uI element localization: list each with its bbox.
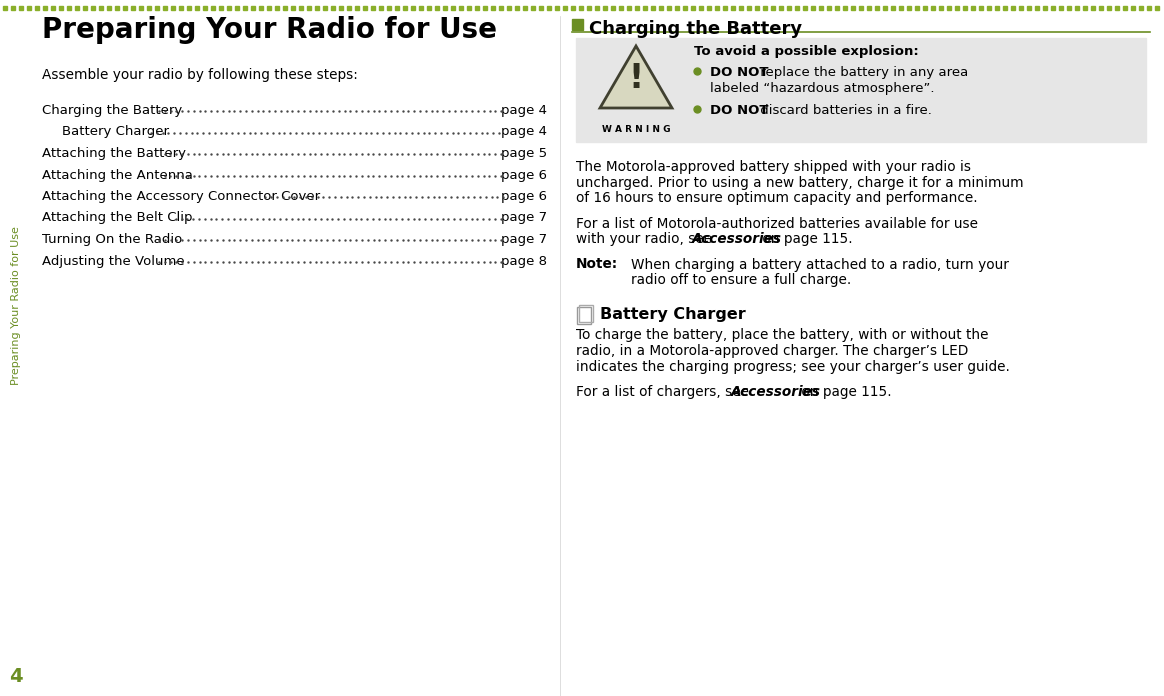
Bar <box>0 0 31 696</box>
Text: page 7: page 7 <box>501 233 547 246</box>
Bar <box>579 305 592 322</box>
Text: !: ! <box>629 62 644 95</box>
Text: Attaching the Battery: Attaching the Battery <box>42 147 186 160</box>
Text: with your radio, see: with your radio, see <box>576 232 717 246</box>
Text: For a list of Motorola-authorized batteries available for use: For a list of Motorola-authorized batter… <box>576 216 978 230</box>
Polygon shape <box>599 46 672 108</box>
Text: Note:: Note: <box>576 258 618 271</box>
Text: Battery Charger: Battery Charger <box>599 306 746 322</box>
Text: Accessories: Accessories <box>731 385 821 399</box>
Text: indicates the charging progress; see your charger’s user guide.: indicates the charging progress; see you… <box>576 360 1010 374</box>
Text: Attaching the Belt Clip: Attaching the Belt Clip <box>42 212 192 225</box>
Text: Charging the Battery: Charging the Battery <box>589 20 802 38</box>
Text: The Motorola-approved battery shipped with your radio is: The Motorola-approved battery shipped wi… <box>576 160 971 174</box>
Text: of 16 hours to ensure optimum capacity and performance.: of 16 hours to ensure optimum capacity a… <box>576 191 978 205</box>
Text: on page 115.: on page 115. <box>758 232 852 246</box>
Text: page 6: page 6 <box>501 168 547 182</box>
Text: page 8: page 8 <box>501 255 547 267</box>
Text: W A R N I N G: W A R N I N G <box>602 125 670 134</box>
Text: labeled “hazardous atmosphere”.: labeled “hazardous atmosphere”. <box>710 82 935 95</box>
Text: uncharged. Prior to using a new battery, charge it for a minimum: uncharged. Prior to using a new battery,… <box>576 175 1023 189</box>
Text: page 4: page 4 <box>501 104 547 117</box>
Bar <box>572 19 583 30</box>
Text: radio, in a Motorola-approved charger. The charger’s LED: radio, in a Motorola-approved charger. T… <box>576 344 968 358</box>
Text: Attaching the Accessory Connector Cover: Attaching the Accessory Connector Cover <box>42 190 320 203</box>
Text: To avoid a possible explosion:: To avoid a possible explosion: <box>694 45 918 58</box>
Text: page 6: page 6 <box>501 190 547 203</box>
Text: page 4: page 4 <box>501 125 547 139</box>
Text: page 5: page 5 <box>501 147 547 160</box>
Text: 4: 4 <box>9 667 23 686</box>
Text: Accessories: Accessories <box>691 232 782 246</box>
Text: Battery Charger: Battery Charger <box>62 125 169 139</box>
Text: Charging the Battery: Charging the Battery <box>42 104 183 117</box>
Text: For a list of chargers, see: For a list of chargers, see <box>576 385 753 399</box>
Text: on page 115.: on page 115. <box>796 385 892 399</box>
Text: radio off to ensure a full charge.: radio off to ensure a full charge. <box>631 273 851 287</box>
Text: page 7: page 7 <box>501 212 547 225</box>
Text: Adjusting the Volume: Adjusting the Volume <box>42 255 185 267</box>
Text: discard batteries in a fire.: discard batteries in a fire. <box>755 104 932 117</box>
Text: DO NOT: DO NOT <box>710 104 768 117</box>
Text: replace the battery in any area: replace the battery in any area <box>755 66 968 79</box>
Text: DO NOT: DO NOT <box>710 66 768 79</box>
Text: When charging a battery attached to a radio, turn your: When charging a battery attached to a ra… <box>631 258 1009 271</box>
Bar <box>577 306 591 324</box>
Text: Attaching the Antenna: Attaching the Antenna <box>42 168 193 182</box>
Text: To charge the battery, place the battery, with or without the: To charge the battery, place the battery… <box>576 329 988 342</box>
Text: Assemble your radio by following these steps:: Assemble your radio by following these s… <box>42 68 357 82</box>
Text: Turning On the Radio: Turning On the Radio <box>42 233 183 246</box>
Text: Preparing Your Radio for Use: Preparing Your Radio for Use <box>10 227 21 386</box>
Text: Preparing Your Radio for Use: Preparing Your Radio for Use <box>42 16 497 44</box>
Bar <box>576 38 1147 142</box>
